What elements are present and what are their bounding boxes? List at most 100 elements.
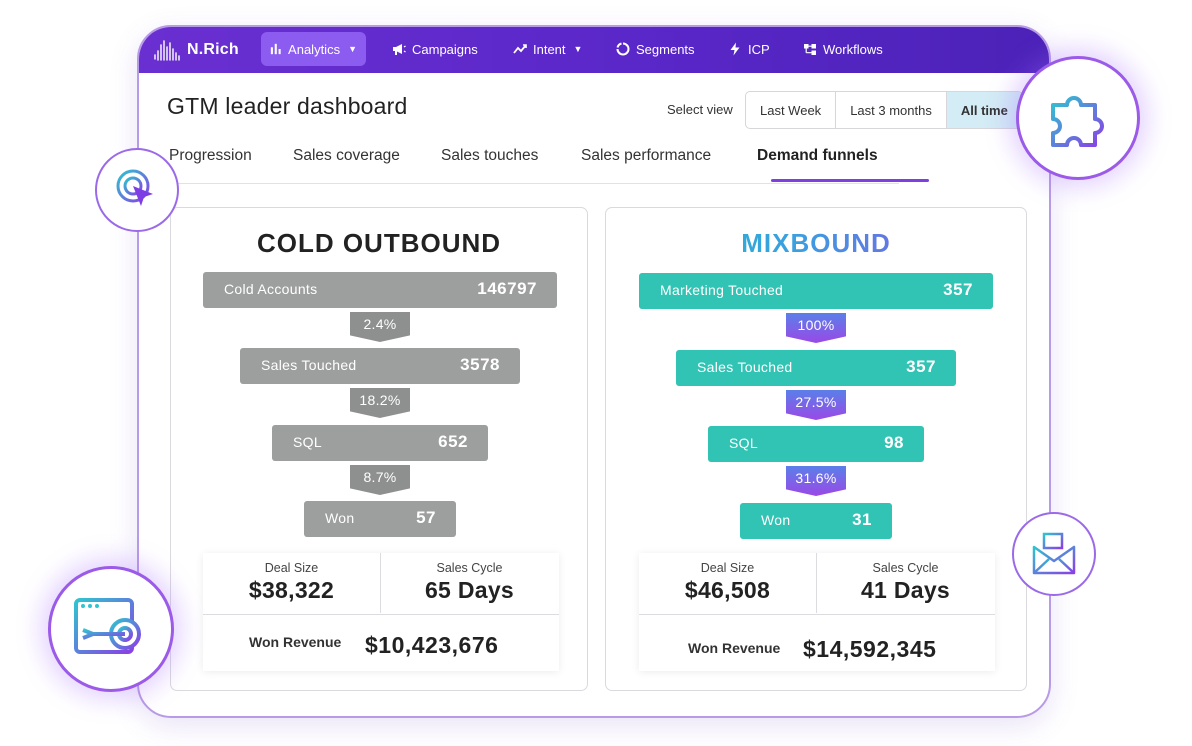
brand-logo[interactable]: N.Rich	[153, 37, 243, 63]
funnel-stage-value: 357	[943, 280, 973, 299]
funnel-stage[interactable]: Sales Touched 357	[676, 350, 956, 386]
tab-sales-performance[interactable]: Sales performance	[581, 147, 712, 164]
mixbound-title: MIXBOUND	[606, 228, 1026, 259]
stat-divider	[816, 553, 817, 613]
sales-cycle-label: Sales Cycle	[872, 561, 939, 575]
puzzle-badge	[1016, 56, 1140, 180]
deal-size-stat: Deal Size $46,508	[639, 553, 816, 613]
megaphone-icon	[393, 44, 406, 55]
funnel-stage-label: Cold Accounts	[224, 281, 318, 297]
tab-sales-touches[interactable]: Sales touches	[441, 147, 539, 164]
nav-segments[interactable]: Segments	[607, 32, 704, 66]
mixbound-panel: MIXBOUND Marketing Touched 357 100% Sale…	[605, 207, 1027, 691]
nav-workflows-label: Workflows	[823, 41, 883, 57]
dashboard-tabs: Progression Sales coverage Sales touches…	[169, 143, 929, 184]
conversion-rate: 8.7%	[350, 465, 410, 495]
funnel-stage[interactable]: Sales Touched 3578	[240, 348, 520, 384]
conversion-rate: 27.5%	[786, 390, 846, 420]
nav-icp-label: ICP	[748, 41, 770, 57]
funnel-stage[interactable]: SQL 98	[708, 426, 924, 462]
mixbound-summary: Deal Size $46,508 Sales Cycle 41 Days Wo…	[639, 553, 995, 671]
funnel-stage-value: 98	[884, 433, 904, 452]
funnel-stage[interactable]: Won 57	[304, 501, 456, 537]
funnel-stage-label: SQL	[293, 434, 322, 450]
funnel-stage-label: Won	[325, 510, 355, 526]
nav-campaigns-label: Campaigns	[412, 41, 478, 57]
page-title: GTM leader dashboard	[167, 93, 408, 119]
target-click-badge	[95, 148, 179, 232]
bar-chart-icon	[270, 43, 281, 55]
email-badge	[1012, 512, 1096, 596]
tab-progression[interactable]: Progression	[169, 147, 252, 164]
workflow-icon	[804, 44, 816, 55]
sales-cycle-stat: Sales Cycle 41 Days	[817, 553, 994, 613]
waveform-icon	[154, 40, 180, 61]
funnel-stage-value: 3578	[460, 355, 500, 374]
nav-intent-label: Intent	[533, 41, 566, 57]
won-revenue-label: Won Revenue	[249, 634, 342, 650]
deal-size-label: Deal Size	[264, 561, 319, 575]
deal-size-value: $46,508	[684, 577, 771, 603]
conversion-rate: 31.6%	[786, 466, 846, 496]
trend-icon	[513, 44, 527, 54]
funnel-stage-value: 357	[906, 357, 936, 376]
sales-cycle-value: 65 Days	[424, 577, 515, 603]
nav-intent[interactable]: Intent ▼	[504, 32, 591, 66]
brand-name: N.Rich	[187, 41, 239, 58]
funnel-stage-value: 31	[852, 510, 872, 529]
stat-divider	[639, 614, 995, 615]
select-view-label: Select view	[667, 102, 733, 117]
nav-campaigns[interactable]: Campaigns	[383, 32, 487, 66]
funnel-stage-label: SQL	[729, 435, 758, 451]
funnel-stage-label: Sales Touched	[697, 359, 793, 375]
stat-divider	[380, 553, 381, 613]
browser-target-icon	[74, 598, 141, 654]
chevron-down-icon: ▼	[348, 44, 357, 54]
web-target-badge	[48, 566, 174, 692]
won-revenue-value: $14,592,345	[803, 636, 937, 662]
tab-sales-coverage[interactable]: Sales coverage	[293, 147, 400, 164]
funnel-stage[interactable]: Marketing Touched 357	[639, 273, 993, 309]
nav-segments-label: Segments	[636, 41, 695, 57]
funnel-stage[interactable]: Cold Accounts 146797	[203, 272, 557, 308]
circle-segment-icon	[616, 42, 630, 56]
funnel-stage-label: Sales Touched	[261, 357, 357, 373]
conversion-rate: 18.2%	[350, 388, 410, 418]
chevron-down-icon: ▼	[573, 44, 583, 54]
nav-analytics[interactable]: Analytics ▼	[261, 32, 366, 66]
funnel-stage[interactable]: Won 31	[740, 503, 892, 539]
view-last-3-months-button[interactable]: Last 3 months	[836, 92, 947, 128]
funnel-stage-value: 652	[438, 432, 468, 451]
funnel-stage[interactable]: SQL 652	[272, 425, 488, 461]
view-selector: Last Week Last 3 months All time	[745, 91, 1023, 129]
cold-outbound-summary: Deal Size $38,322 Sales Cycle 65 Days Wo…	[203, 553, 559, 671]
deal-size-label: Deal Size	[700, 561, 755, 575]
top-nav-bar: N.Rich Analytics ▼ Campaigns Intent ▼ Se…	[139, 27, 1049, 73]
app-window: N.Rich Analytics ▼ Campaigns Intent ▼ Se…	[137, 25, 1051, 718]
cold-outbound-title: COLD OUTBOUND	[256, 228, 502, 258]
view-last-week-button[interactable]: Last Week	[746, 92, 837, 128]
nav-analytics-label: Analytics	[288, 41, 341, 57]
view-all-time-button[interactable]: All time	[946, 92, 1022, 128]
active-tab-indicator	[771, 179, 929, 182]
lightning-icon	[730, 42, 740, 56]
deal-size-value: $38,322	[248, 577, 335, 603]
funnel-stage-value: 57	[416, 508, 436, 527]
won-revenue-value: $10,423,676	[365, 632, 499, 658]
sales-cycle-label: Sales Cycle	[436, 561, 503, 575]
nav-icp[interactable]: ICP	[719, 32, 779, 66]
envelope-icon	[1032, 532, 1076, 575]
funnel-stage-label: Marketing Touched	[660, 282, 784, 298]
tab-demand-funnels[interactable]: Demand funnels	[757, 147, 878, 164]
sales-cycle-value: 41 Days	[860, 577, 951, 603]
nav-workflows[interactable]: Workflows	[794, 32, 892, 66]
conversion-rate: 2.4%	[350, 312, 410, 342]
funnel-stage-label: Won	[761, 512, 791, 528]
conversion-rate: 100%	[786, 313, 846, 343]
won-revenue-label: Won Revenue	[688, 640, 781, 656]
deal-size-stat: Deal Size $38,322	[203, 553, 380, 613]
cold-outbound-panel: COLD OUTBOUND Cold Accounts 146797 2.4% …	[170, 207, 588, 691]
sales-cycle-stat: Sales Cycle 65 Days	[381, 553, 558, 613]
puzzle-icon	[1051, 96, 1104, 147]
funnel-stage-value: 146797	[477, 279, 537, 298]
